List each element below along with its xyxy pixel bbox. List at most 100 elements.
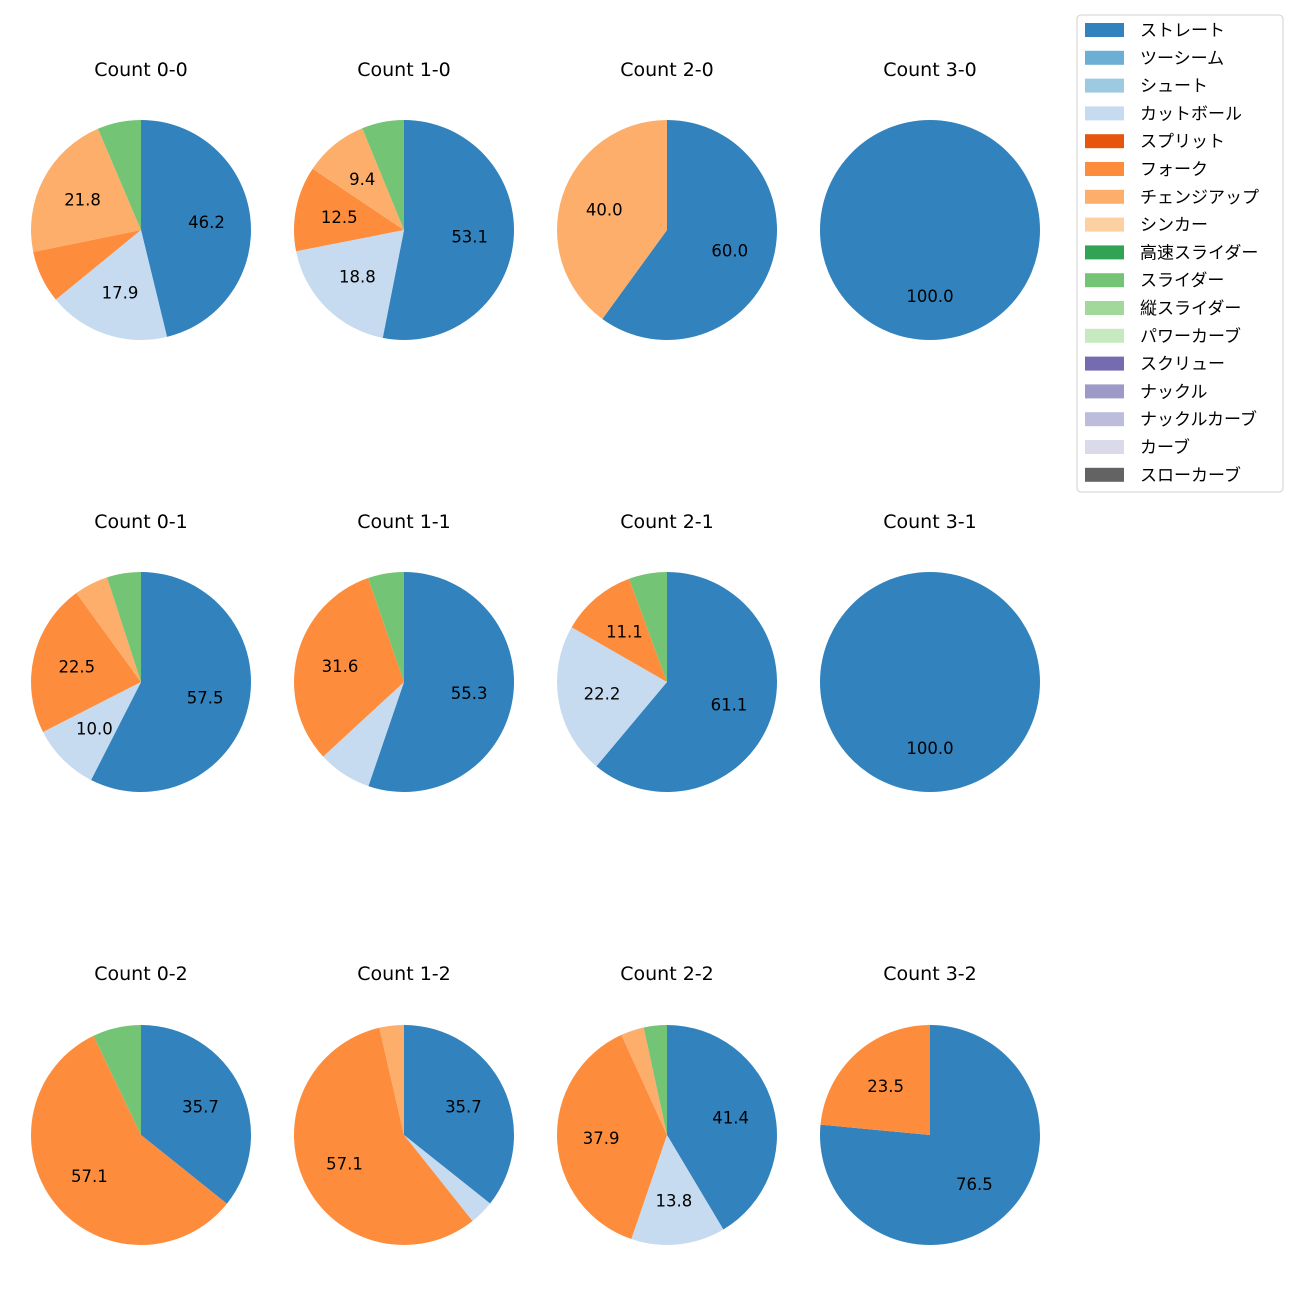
slice-label: 60.0: [711, 241, 748, 260]
pie-slice: [596, 572, 778, 792]
legend-label: スライダー: [1140, 271, 1224, 291]
slice-label: 9.4: [349, 170, 375, 189]
slice-label: 23.5: [867, 1077, 904, 1096]
pie-slice: [76, 577, 141, 682]
legend-swatch: [1085, 245, 1124, 260]
legend-label: パワーカーブ: [1140, 326, 1241, 347]
legend-item: ナックル: [1085, 382, 1208, 402]
legend-swatch: [1085, 189, 1124, 204]
pie-slice: [42, 682, 141, 781]
slice-label: 10.0: [76, 720, 113, 739]
slice-label: 57.1: [326, 1155, 363, 1174]
pie-count-1-0: Count 1-0 53.1 18.8 12.5 9.4: [293, 59, 515, 340]
pie-title: Count 1-2: [357, 963, 451, 985]
legend-label: 高速スライダー: [1140, 243, 1258, 263]
pie-slice: [93, 1025, 141, 1135]
pie-title: Count 2-2: [620, 963, 714, 985]
legend-item: スプリット: [1085, 132, 1225, 152]
legend-label: ナックル: [1140, 382, 1208, 402]
pie-slice: [820, 120, 1040, 340]
legend-label: シンカー: [1140, 216, 1208, 236]
legend-label: 縦スライダー: [1140, 299, 1241, 319]
pie-slice: [556, 120, 667, 319]
legend-swatch: [1085, 106, 1124, 121]
slice-label: 41.4: [712, 1108, 749, 1127]
legend-item: パワーカーブ: [1085, 326, 1241, 347]
slice-label: 35.7: [445, 1097, 482, 1116]
pie-count-0-1: Count 0-1 57.5 10.0 22.5: [30, 511, 252, 792]
pie-slice: [404, 1025, 514, 1204]
pie-title: Count 0-2: [94, 963, 188, 985]
pie-slice: [631, 1135, 724, 1246]
legend-label: スクリュー: [1140, 355, 1225, 375]
pie-count-2-0: Count 2-0 60.0 40.0: [556, 59, 777, 340]
pie-slice: [141, 120, 251, 337]
pie-slice: [368, 572, 514, 793]
pie-count-1-2: Count 1-2 35.7 57.1: [294, 963, 514, 1245]
legend-label: チェンジアップ: [1140, 188, 1259, 208]
slice-label: 61.1: [711, 696, 748, 715]
pie-count-2-2: Count 2-2 41.4 13.8 37.9: [557, 963, 777, 1246]
legend-label: ストレート: [1140, 21, 1225, 41]
legend-swatch: [1085, 301, 1124, 315]
pie-slice: [643, 1025, 667, 1135]
legend: ストレートツーシームシュートカットボールスプリットフォークチェンジアップシンカー…: [1076, 14, 1284, 493]
pie-slice: [404, 1135, 491, 1222]
pie-slice: [31, 128, 141, 252]
pie-title: Count 0-1: [94, 511, 188, 533]
slice-label: 76.5: [956, 1175, 993, 1194]
pie-count-3-2: Count 3-2 76.5 23.5: [820, 963, 1041, 1245]
legend-swatch: [1085, 384, 1124, 399]
pie-slice: [141, 1025, 252, 1204]
legend-item: ナックルカーブ: [1085, 409, 1257, 430]
legend-label: ツーシーム: [1140, 49, 1224, 69]
pie-slice: [379, 1025, 404, 1135]
legend-item: スライダー: [1085, 271, 1224, 291]
pie-count-2-1: Count 2-1 61.1 22.2 11.1: [556, 511, 778, 792]
legend-swatch: [1085, 217, 1124, 232]
legend-label: シュート: [1140, 77, 1208, 97]
legend-swatch: [1085, 23, 1124, 37]
slice-label: 22.5: [58, 658, 95, 677]
legend-label: スプリット: [1140, 132, 1225, 152]
legend-item: シンカー: [1085, 216, 1208, 236]
pie-title: Count 1-0: [357, 59, 451, 81]
pie-slice: [293, 578, 404, 757]
slice-label: 22.2: [584, 685, 621, 704]
legend-swatch: [1085, 440, 1124, 454]
slice-label: 21.8: [64, 190, 101, 209]
legend-frame: [1076, 14, 1284, 493]
pie-title: Count 3-2: [883, 963, 977, 985]
pie-title: Count 2-1: [620, 511, 714, 533]
legend-swatch: [1085, 328, 1124, 343]
legend-swatch: [1085, 134, 1124, 149]
pie-title: Count 1-1: [357, 511, 451, 533]
legend-item: フォーク: [1085, 160, 1208, 180]
slice-label: 46.2: [188, 213, 225, 232]
legend-item: スローカーブ: [1085, 465, 1241, 486]
pie-count-0-2: Count 0-2 35.7 57.1: [30, 963, 252, 1246]
pie-slice: [323, 682, 404, 787]
legend-item: カーブ: [1085, 437, 1190, 458]
slice-label: 31.6: [322, 657, 359, 676]
pie-slice: [55, 230, 168, 340]
slice-label: 37.9: [583, 1129, 620, 1148]
slice-label: 35.7: [182, 1097, 219, 1116]
pie-title: Count 3-1: [883, 511, 977, 533]
legend-item: シュート: [1085, 77, 1208, 97]
legend-item: チェンジアップ: [1085, 188, 1259, 208]
legend-item: ストレート: [1085, 21, 1225, 41]
legend-item: 縦スライダー: [1085, 299, 1241, 319]
pie-slice: [571, 578, 667, 682]
slice-label: 17.9: [102, 284, 139, 303]
legend-label: フォーク: [1140, 160, 1208, 180]
legend-swatch: [1085, 412, 1124, 427]
pie-slice: [556, 627, 667, 767]
pie-slice: [107, 572, 141, 682]
legend-swatch: [1085, 467, 1124, 482]
legend-item: カットボール: [1085, 104, 1242, 124]
pie-slice: [820, 1025, 1041, 1245]
legend-swatch: [1085, 273, 1124, 288]
pie-title: Count 2-0: [620, 59, 714, 81]
slice-label: 11.1: [606, 623, 643, 642]
